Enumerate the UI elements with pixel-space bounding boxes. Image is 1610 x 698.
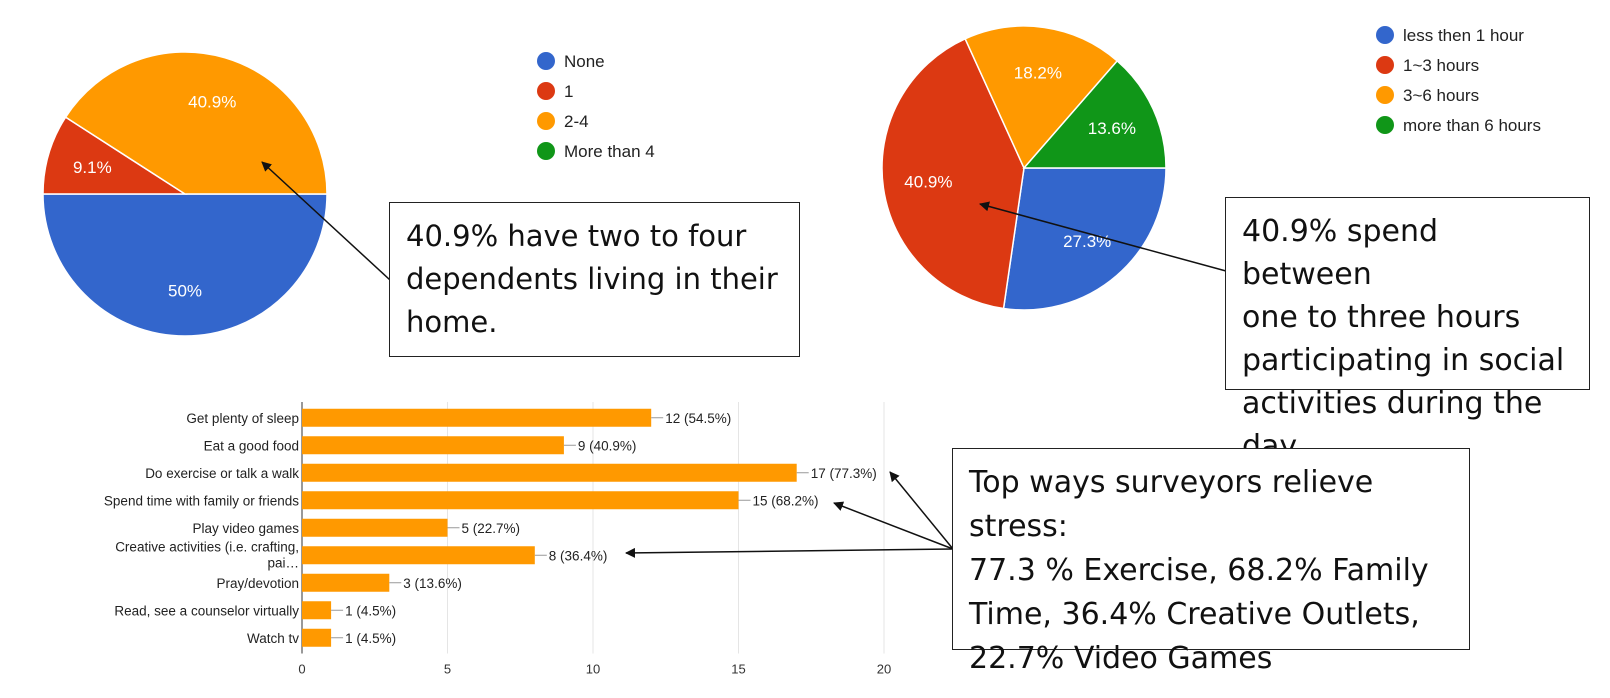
callout-stress-line-4: 22.7% Video Games bbox=[969, 641, 1273, 676]
bar-3 bbox=[302, 491, 739, 510]
social-hours-slice-label-1: 40.9% bbox=[904, 173, 952, 192]
dependents-legend-swatch-1 bbox=[537, 82, 555, 100]
bar-category-label-4: Play video games bbox=[192, 521, 299, 536]
bar-category-label-5: Creative activities (i.e. crafting, pai… bbox=[115, 539, 299, 570]
callout-stress-line-3: Time, 36.4% Creative Outlets, bbox=[969, 597, 1420, 632]
callout-social-activities: 40.9% spend between one to three hours p… bbox=[1225, 197, 1590, 464]
social-hours-slice-3 bbox=[1022, 59, 1167, 169]
social-hours-slice-label-0: 27.3% bbox=[1063, 232, 1111, 251]
bar-x-tick-1: 5 bbox=[444, 662, 451, 677]
social-hours-legend-swatch-2 bbox=[1376, 86, 1394, 104]
bar-x-tick-2: 10 bbox=[586, 662, 600, 677]
social-hours-legend-label-2: 3~6 hours bbox=[1403, 86, 1479, 105]
bar-0 bbox=[302, 408, 652, 427]
social-hours-legend-swatch-0 bbox=[1376, 26, 1394, 44]
dependents-legend-label-1: 1 bbox=[564, 82, 573, 101]
dependents-slice-label-1: 9.1% bbox=[73, 158, 112, 177]
bar-category-label-0: Get plenty of sleep bbox=[186, 411, 299, 426]
callout-social-line-1: 40.9% spend between bbox=[1242, 214, 1439, 292]
social-hours-slice-2 bbox=[964, 25, 1119, 170]
social-hours-slice-label-2: 18.2% bbox=[1014, 63, 1062, 82]
bar-data-label-0: 12 (54.5%) bbox=[665, 411, 731, 426]
dependents-legend-label-0: None bbox=[564, 52, 605, 71]
callout-dependents: 40.9% have two to four dependents living… bbox=[389, 202, 800, 357]
social-hours-legend-swatch-3 bbox=[1376, 116, 1394, 134]
bar-2 bbox=[302, 463, 797, 482]
social-hours-slice-label-3: 13.6% bbox=[1088, 119, 1136, 138]
bar-data-label-2: 17 (77.3%) bbox=[811, 466, 877, 481]
social-hours-legend-label-0: less then 1 hour bbox=[1403, 26, 1524, 45]
callout-stress-line-1: Top ways surveyors relieve stress: bbox=[969, 465, 1374, 544]
bar-data-label-3: 15 (68.2%) bbox=[753, 493, 819, 508]
bar-category-label-2: Do exercise or talk a walk bbox=[145, 466, 299, 481]
bar-data-label-4: 5 (22.7%) bbox=[462, 521, 521, 536]
dependents-pie-chart: 50% 9.1% 40.9% bbox=[42, 51, 328, 337]
dependents-slice-1 bbox=[42, 116, 188, 195]
social-hours-pie-chart: 27.3% 40.9% 18.2% 13.6% bbox=[881, 25, 1167, 311]
callout-stress-relief: Top ways surveyors relieve stress: 77.3 … bbox=[952, 448, 1470, 676]
bar-data-label-1: 9 (40.9%) bbox=[578, 438, 637, 453]
bar-category-label-7: Read, see a counselor virtually bbox=[114, 603, 299, 618]
bar-category-label-8: Watch tv bbox=[247, 631, 299, 646]
bar-data-label-5: 8 (36.4%) bbox=[549, 548, 608, 563]
social-hours-legend-swatch-1 bbox=[1376, 56, 1394, 74]
bar-x-tick-4: 20 bbox=[877, 662, 891, 677]
dependents-legend-swatch-3 bbox=[537, 142, 555, 160]
bar-6 bbox=[302, 573, 390, 592]
social-hours-legend-label-1: 1~3 hours bbox=[1403, 56, 1479, 75]
callout-arrows bbox=[261, 161, 1227, 558]
arrow-family bbox=[833, 501, 954, 550]
callout-social-line-3: participating in social bbox=[1242, 343, 1565, 378]
bar-data-label-6: 3 (13.6%) bbox=[403, 576, 462, 591]
social-hours-pie-legend: less then 1 hour 1~3 hours 3~6 hours more t… bbox=[1376, 26, 1541, 135]
bar-data-label-7: 1 (4.5%) bbox=[345, 603, 396, 618]
bar-x-tick-3: 15 bbox=[731, 662, 745, 677]
bar-category-label-5-line-1: Creative activities (i.e. crafting, bbox=[115, 539, 299, 554]
callout-dependents-line-2: dependents living in their bbox=[406, 262, 778, 296]
arrow-dependents bbox=[261, 161, 391, 281]
dependents-legend-swatch-0 bbox=[537, 52, 555, 70]
dependents-legend-swatch-2 bbox=[537, 112, 555, 130]
bar-1 bbox=[302, 436, 564, 455]
bar-data-label-8: 1 (4.5%) bbox=[345, 631, 396, 646]
bar-x-tick-0: 0 bbox=[298, 662, 305, 677]
bar-category-label-6: Pray/devotion bbox=[216, 576, 299, 591]
bar-category-label-5-line-2: pai… bbox=[267, 555, 299, 570]
arrow-social bbox=[979, 201, 1227, 272]
bar-4 bbox=[302, 518, 448, 537]
dependents-legend-label-3: More than 4 bbox=[564, 142, 655, 161]
dependents-legend-label-2: 2-4 bbox=[564, 112, 589, 131]
arrow-exercise bbox=[889, 471, 954, 550]
dependents-slice-label-0: 50% bbox=[168, 282, 202, 301]
social-hours-slice-1 bbox=[881, 37, 1025, 310]
bar-5 bbox=[302, 546, 535, 565]
dependents-slice-label-2: 40.9% bbox=[188, 92, 236, 111]
callout-dependents-line-1: 40.9% have two to four bbox=[406, 219, 747, 253]
callout-social-line-2: one to three hours bbox=[1242, 300, 1521, 335]
dependents-slice-2 bbox=[64, 51, 328, 195]
bar-7 bbox=[302, 601, 332, 620]
social-hours-slice-0 bbox=[1002, 167, 1167, 311]
stress-relief-bar-chart: 0 5 10 15 20 12 (54.5%) Get plenty of sleep 9 (… bbox=[104, 402, 891, 677]
callout-dependents-line-3: home. bbox=[406, 305, 498, 339]
bar-category-label-3: Spend time with family or friends bbox=[104, 493, 299, 508]
dependents-pie-legend: None 1 2-4 More than 4 bbox=[537, 52, 655, 161]
callout-stress-line-2: 77.3 % Exercise, 68.2% Family bbox=[969, 553, 1429, 588]
dependents-slice-0 bbox=[42, 193, 328, 337]
bar-8 bbox=[302, 628, 332, 647]
arrow-creative bbox=[625, 547, 954, 558]
bar-category-label-1: Eat a good food bbox=[204, 438, 299, 453]
social-hours-legend-label-3: more than 6 hours bbox=[1403, 116, 1541, 135]
